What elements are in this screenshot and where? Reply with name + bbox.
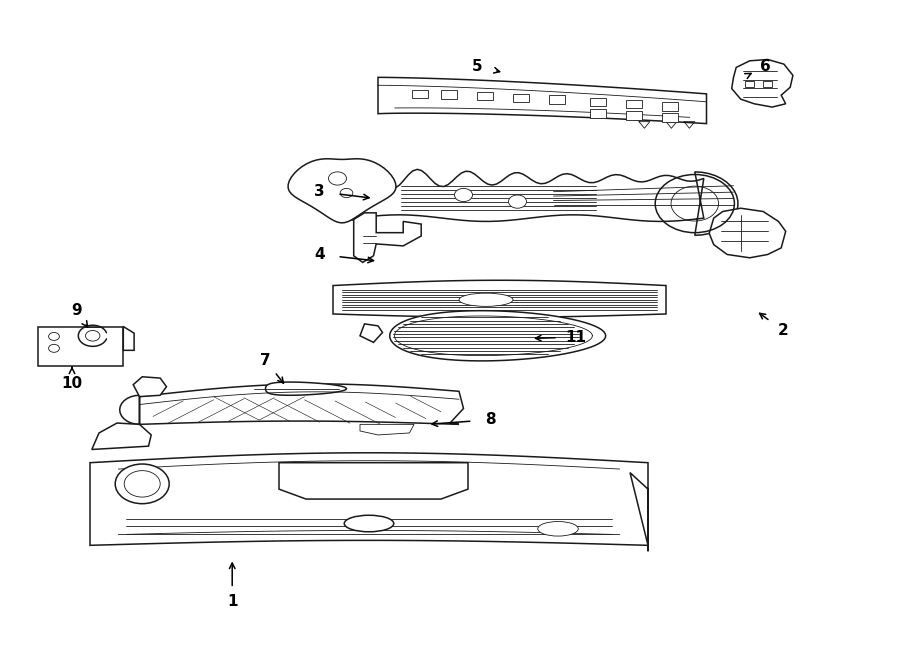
Polygon shape bbox=[331, 167, 738, 235]
Polygon shape bbox=[390, 311, 606, 361]
Polygon shape bbox=[279, 463, 468, 499]
Circle shape bbox=[328, 172, 346, 185]
Text: 7: 7 bbox=[260, 353, 271, 368]
Text: 6: 6 bbox=[760, 59, 770, 73]
Text: 11: 11 bbox=[565, 330, 587, 344]
Ellipse shape bbox=[538, 522, 578, 536]
Polygon shape bbox=[90, 453, 648, 551]
Circle shape bbox=[454, 188, 472, 202]
Ellipse shape bbox=[344, 516, 394, 531]
FancyBboxPatch shape bbox=[662, 113, 678, 122]
Circle shape bbox=[115, 464, 169, 504]
Bar bbox=[38, 327, 123, 366]
Text: 5: 5 bbox=[472, 59, 482, 73]
Polygon shape bbox=[732, 59, 793, 107]
Text: 4: 4 bbox=[314, 247, 325, 262]
Polygon shape bbox=[360, 424, 414, 435]
Polygon shape bbox=[92, 423, 151, 449]
Text: 2: 2 bbox=[778, 323, 788, 338]
FancyBboxPatch shape bbox=[412, 90, 428, 98]
Bar bbox=[745, 81, 754, 87]
Polygon shape bbox=[266, 382, 346, 395]
Polygon shape bbox=[354, 213, 421, 262]
FancyBboxPatch shape bbox=[477, 92, 493, 100]
FancyBboxPatch shape bbox=[626, 111, 642, 120]
Bar bbox=[763, 81, 772, 87]
Text: 1: 1 bbox=[227, 594, 238, 609]
Text: 10: 10 bbox=[61, 376, 83, 391]
Polygon shape bbox=[360, 324, 382, 342]
Text: 9: 9 bbox=[71, 303, 82, 318]
Polygon shape bbox=[123, 327, 134, 350]
Polygon shape bbox=[333, 280, 666, 317]
Polygon shape bbox=[288, 159, 396, 223]
Polygon shape bbox=[120, 384, 464, 424]
Circle shape bbox=[508, 195, 526, 208]
FancyBboxPatch shape bbox=[513, 94, 529, 102]
Text: 3: 3 bbox=[314, 184, 325, 199]
FancyBboxPatch shape bbox=[626, 100, 642, 108]
FancyBboxPatch shape bbox=[590, 109, 606, 118]
Polygon shape bbox=[133, 377, 166, 397]
Circle shape bbox=[340, 188, 353, 198]
FancyBboxPatch shape bbox=[590, 98, 606, 106]
Text: 8: 8 bbox=[485, 412, 496, 427]
FancyBboxPatch shape bbox=[662, 102, 678, 110]
Polygon shape bbox=[709, 208, 786, 258]
FancyBboxPatch shape bbox=[441, 91, 457, 99]
Ellipse shape bbox=[459, 293, 513, 307]
Polygon shape bbox=[378, 77, 706, 124]
FancyBboxPatch shape bbox=[549, 95, 565, 104]
